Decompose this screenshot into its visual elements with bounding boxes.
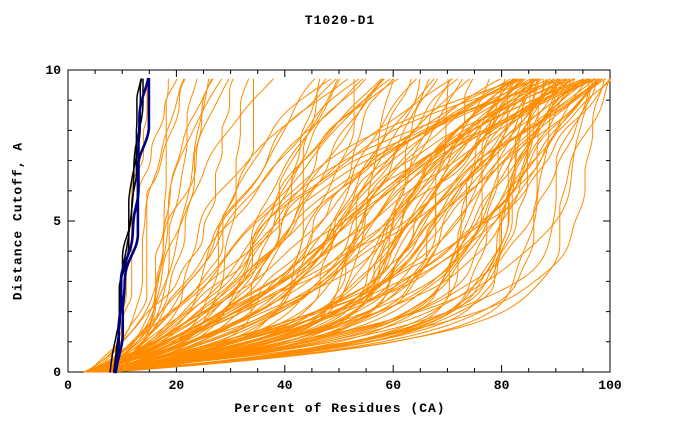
model-curve-orange	[87, 78, 234, 373]
model-curve-orange	[106, 78, 327, 373]
model-curve-orange	[106, 78, 223, 373]
model-curve-orange	[86, 78, 567, 373]
model-curve-orange	[110, 78, 360, 373]
model-curve-orange	[98, 78, 214, 373]
model-curve-orange	[87, 78, 568, 373]
model-curve-orange	[102, 78, 534, 373]
model-curve-orange	[84, 78, 605, 373]
model-curve-orange	[91, 78, 535, 373]
y-tick-label: 5	[53, 214, 61, 229]
model-curve-orange	[91, 78, 597, 373]
model-curve-orange	[101, 78, 523, 373]
model-curve-orange	[94, 78, 355, 373]
model-curve-orange	[86, 78, 526, 373]
model-curve-orange	[93, 78, 384, 373]
model-curve-orange	[88, 78, 554, 373]
model-curve-orange	[106, 78, 463, 373]
model-curve-orange	[97, 78, 384, 373]
model-curve-orange	[100, 78, 506, 373]
model-curve-orange	[102, 78, 600, 373]
model-curve-orange	[84, 78, 610, 373]
model-curve-orange	[90, 78, 385, 373]
x-tick-label: 20	[169, 378, 185, 393]
model-curve-orange	[90, 78, 595, 373]
model-curve-orange	[90, 78, 210, 373]
model-curve-orange	[97, 78, 337, 373]
model-curve-orange	[103, 78, 364, 373]
model-curve-orange	[99, 78, 607, 373]
model-curve-orange	[102, 78, 611, 373]
model-curve-orange	[104, 78, 382, 373]
model-curve-orange	[85, 78, 575, 373]
model-curve-orange	[85, 78, 597, 373]
x-tick-label: 0	[64, 378, 72, 393]
model-curve-orange	[95, 78, 604, 373]
model-curve-orange	[99, 78, 534, 373]
model-curve-orange	[108, 78, 421, 373]
x-tick-label: 100	[598, 378, 622, 393]
model-curve-orange	[86, 78, 185, 373]
x-tick-label: 80	[494, 378, 510, 393]
model-curve-orange	[108, 78, 213, 373]
model-curve-orange	[95, 78, 490, 373]
model-curve-orange	[97, 78, 584, 373]
model-curve-orange	[96, 78, 602, 373]
model-curve-orange	[83, 78, 435, 373]
model-curve-orange	[110, 78, 341, 373]
model-curve-orange	[87, 78, 186, 373]
model-curve-orange	[91, 78, 537, 373]
model-curve-orange	[91, 78, 559, 373]
model-curve-navy	[114, 77, 151, 374]
chart-title: T1020-D1	[304, 13, 376, 28]
model-curve-orange	[83, 78, 230, 373]
model-curve-orange	[92, 78, 348, 373]
model-curve-orange	[94, 78, 561, 373]
model-curve-orange	[108, 78, 523, 373]
model-curve-orange	[85, 78, 332, 373]
model-curve-orange	[95, 78, 395, 373]
model-curve-orange	[85, 78, 561, 373]
x-axis-label: Percent of Residues (CA)	[234, 401, 446, 416]
y-tick-label: 0	[53, 365, 61, 380]
model-curve-orange	[86, 78, 524, 373]
model-curve-orange	[104, 78, 594, 373]
model-curve-orange	[98, 78, 551, 373]
model-curve-orange	[88, 78, 534, 373]
y-tick-label: 10	[45, 63, 61, 78]
model-curve-navy	[113, 77, 150, 374]
model-curve-orange	[83, 78, 452, 373]
x-tick-label: 60	[385, 378, 401, 393]
model-curve-orange	[96, 78, 391, 373]
model-curve-orange	[100, 78, 315, 373]
x-tick-label: 40	[277, 378, 293, 393]
model-curve-orange	[96, 78, 585, 373]
model-curve-orange	[108, 78, 558, 373]
model-curve-orange	[90, 78, 501, 373]
model-curve-orange	[109, 78, 438, 373]
model-curve-orange	[91, 78, 519, 373]
